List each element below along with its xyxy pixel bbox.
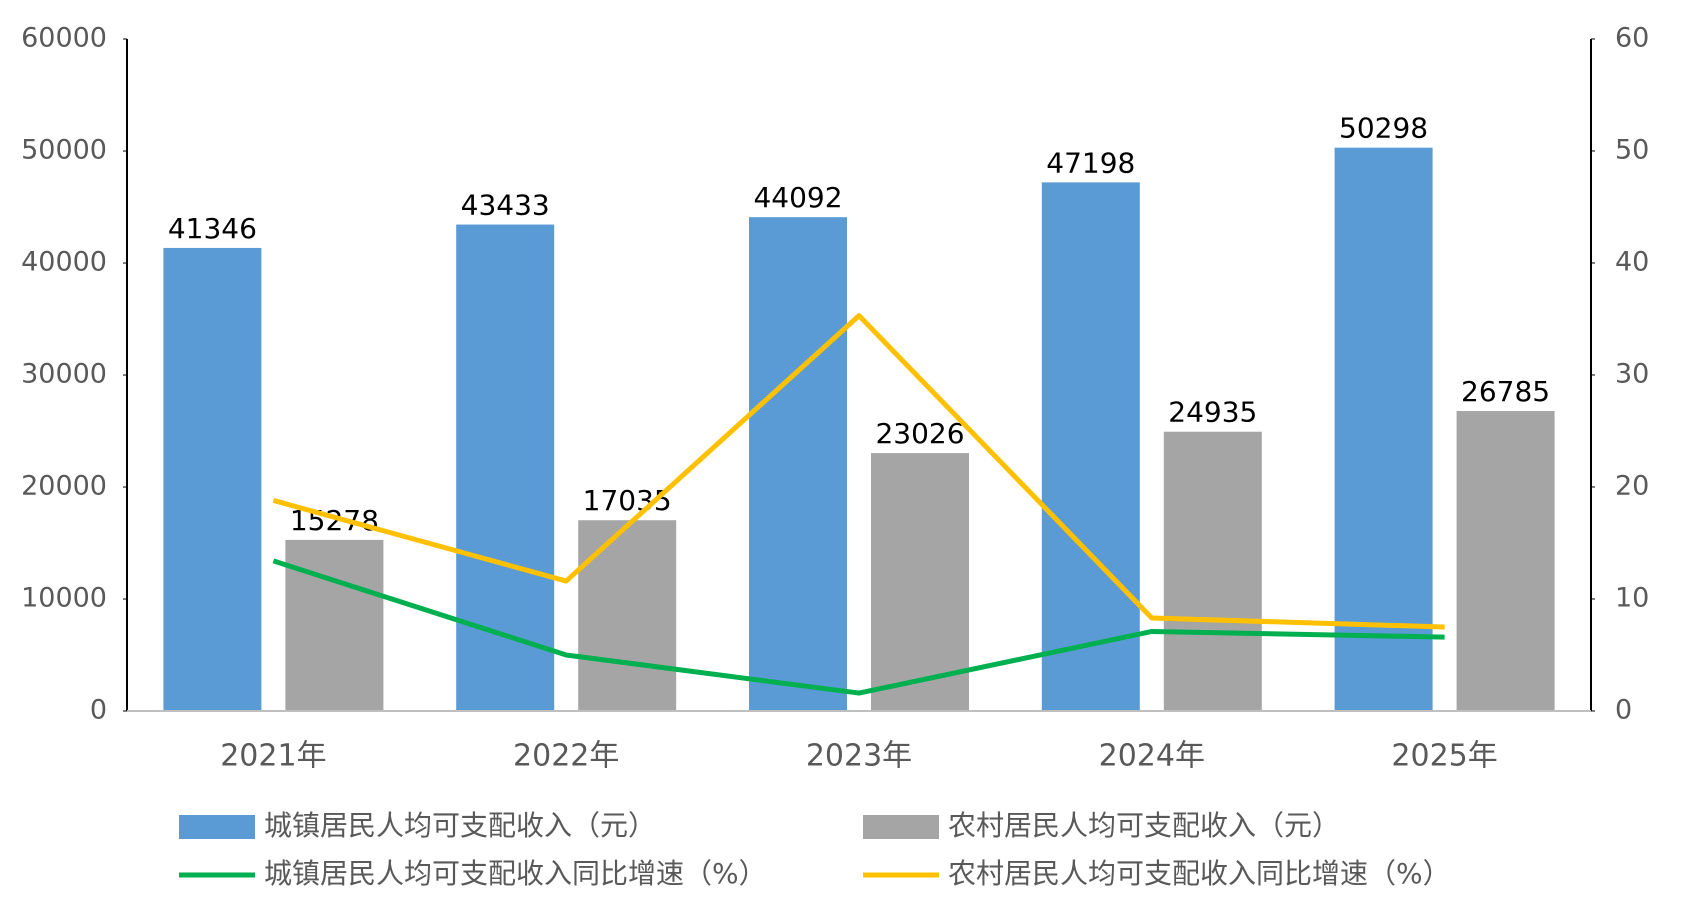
legend-swatch <box>179 815 255 839</box>
bar <box>285 539 384 711</box>
legend-swatch <box>863 815 939 839</box>
data-label: 26785 <box>1461 375 1550 408</box>
legend-label: 城镇居民人均可支配收入（元） <box>264 809 656 842</box>
y-tick-label: 0 <box>90 695 107 726</box>
y2-tick-label: 20 <box>1615 471 1649 502</box>
data-label: 23026 <box>875 417 964 450</box>
bar <box>1163 431 1262 711</box>
bar <box>1041 182 1140 712</box>
y-tick-label: 10000 <box>21 583 107 614</box>
bar <box>163 247 262 711</box>
data-label: 44092 <box>753 181 842 214</box>
legend-label: 城镇居民人均可支配收入同比增速（%） <box>264 857 767 890</box>
bar <box>1456 411 1555 711</box>
bar <box>456 224 555 711</box>
bar <box>749 217 847 711</box>
data-label: 43433 <box>461 189 550 222</box>
y-tick-label: 40000 <box>21 247 107 278</box>
x-tick-label: 2025年 <box>1391 739 1497 774</box>
line <box>272 558 1445 696</box>
y-tick-label: 20000 <box>21 471 107 502</box>
y-tick-label: 60000 <box>21 23 107 54</box>
y2-tick-label: 30 <box>1615 359 1649 390</box>
y2-tick-label: 40 <box>1615 247 1649 278</box>
x-tick-label: 2022年 <box>513 739 619 774</box>
y-tick-label: 50000 <box>21 135 107 166</box>
y2-tick-label: 0 <box>1615 695 1632 726</box>
data-label: 41346 <box>168 212 257 245</box>
y2-tick-label: 60 <box>1615 23 1649 54</box>
y2-tick-label: 50 <box>1615 135 1649 166</box>
y-tick-label: 30000 <box>21 359 107 390</box>
bar <box>1334 147 1433 711</box>
bar <box>871 453 969 711</box>
data-label: 50298 <box>1339 112 1428 145</box>
x-tick-label: 2021年 <box>220 739 326 774</box>
x-tick-label: 2023年 <box>806 739 912 774</box>
data-label: 47198 <box>1046 146 1135 179</box>
bar <box>578 520 677 711</box>
data-label: 24935 <box>1168 396 1257 429</box>
x-tick-label: 2024年 <box>1099 739 1205 774</box>
line <box>272 313 1445 630</box>
legend-label: 农村居民人均可支配收入（元） <box>948 809 1340 842</box>
legend-label: 农村居民人均可支配收入同比增速（%） <box>948 857 1451 890</box>
y2-tick-label: 10 <box>1615 583 1649 614</box>
